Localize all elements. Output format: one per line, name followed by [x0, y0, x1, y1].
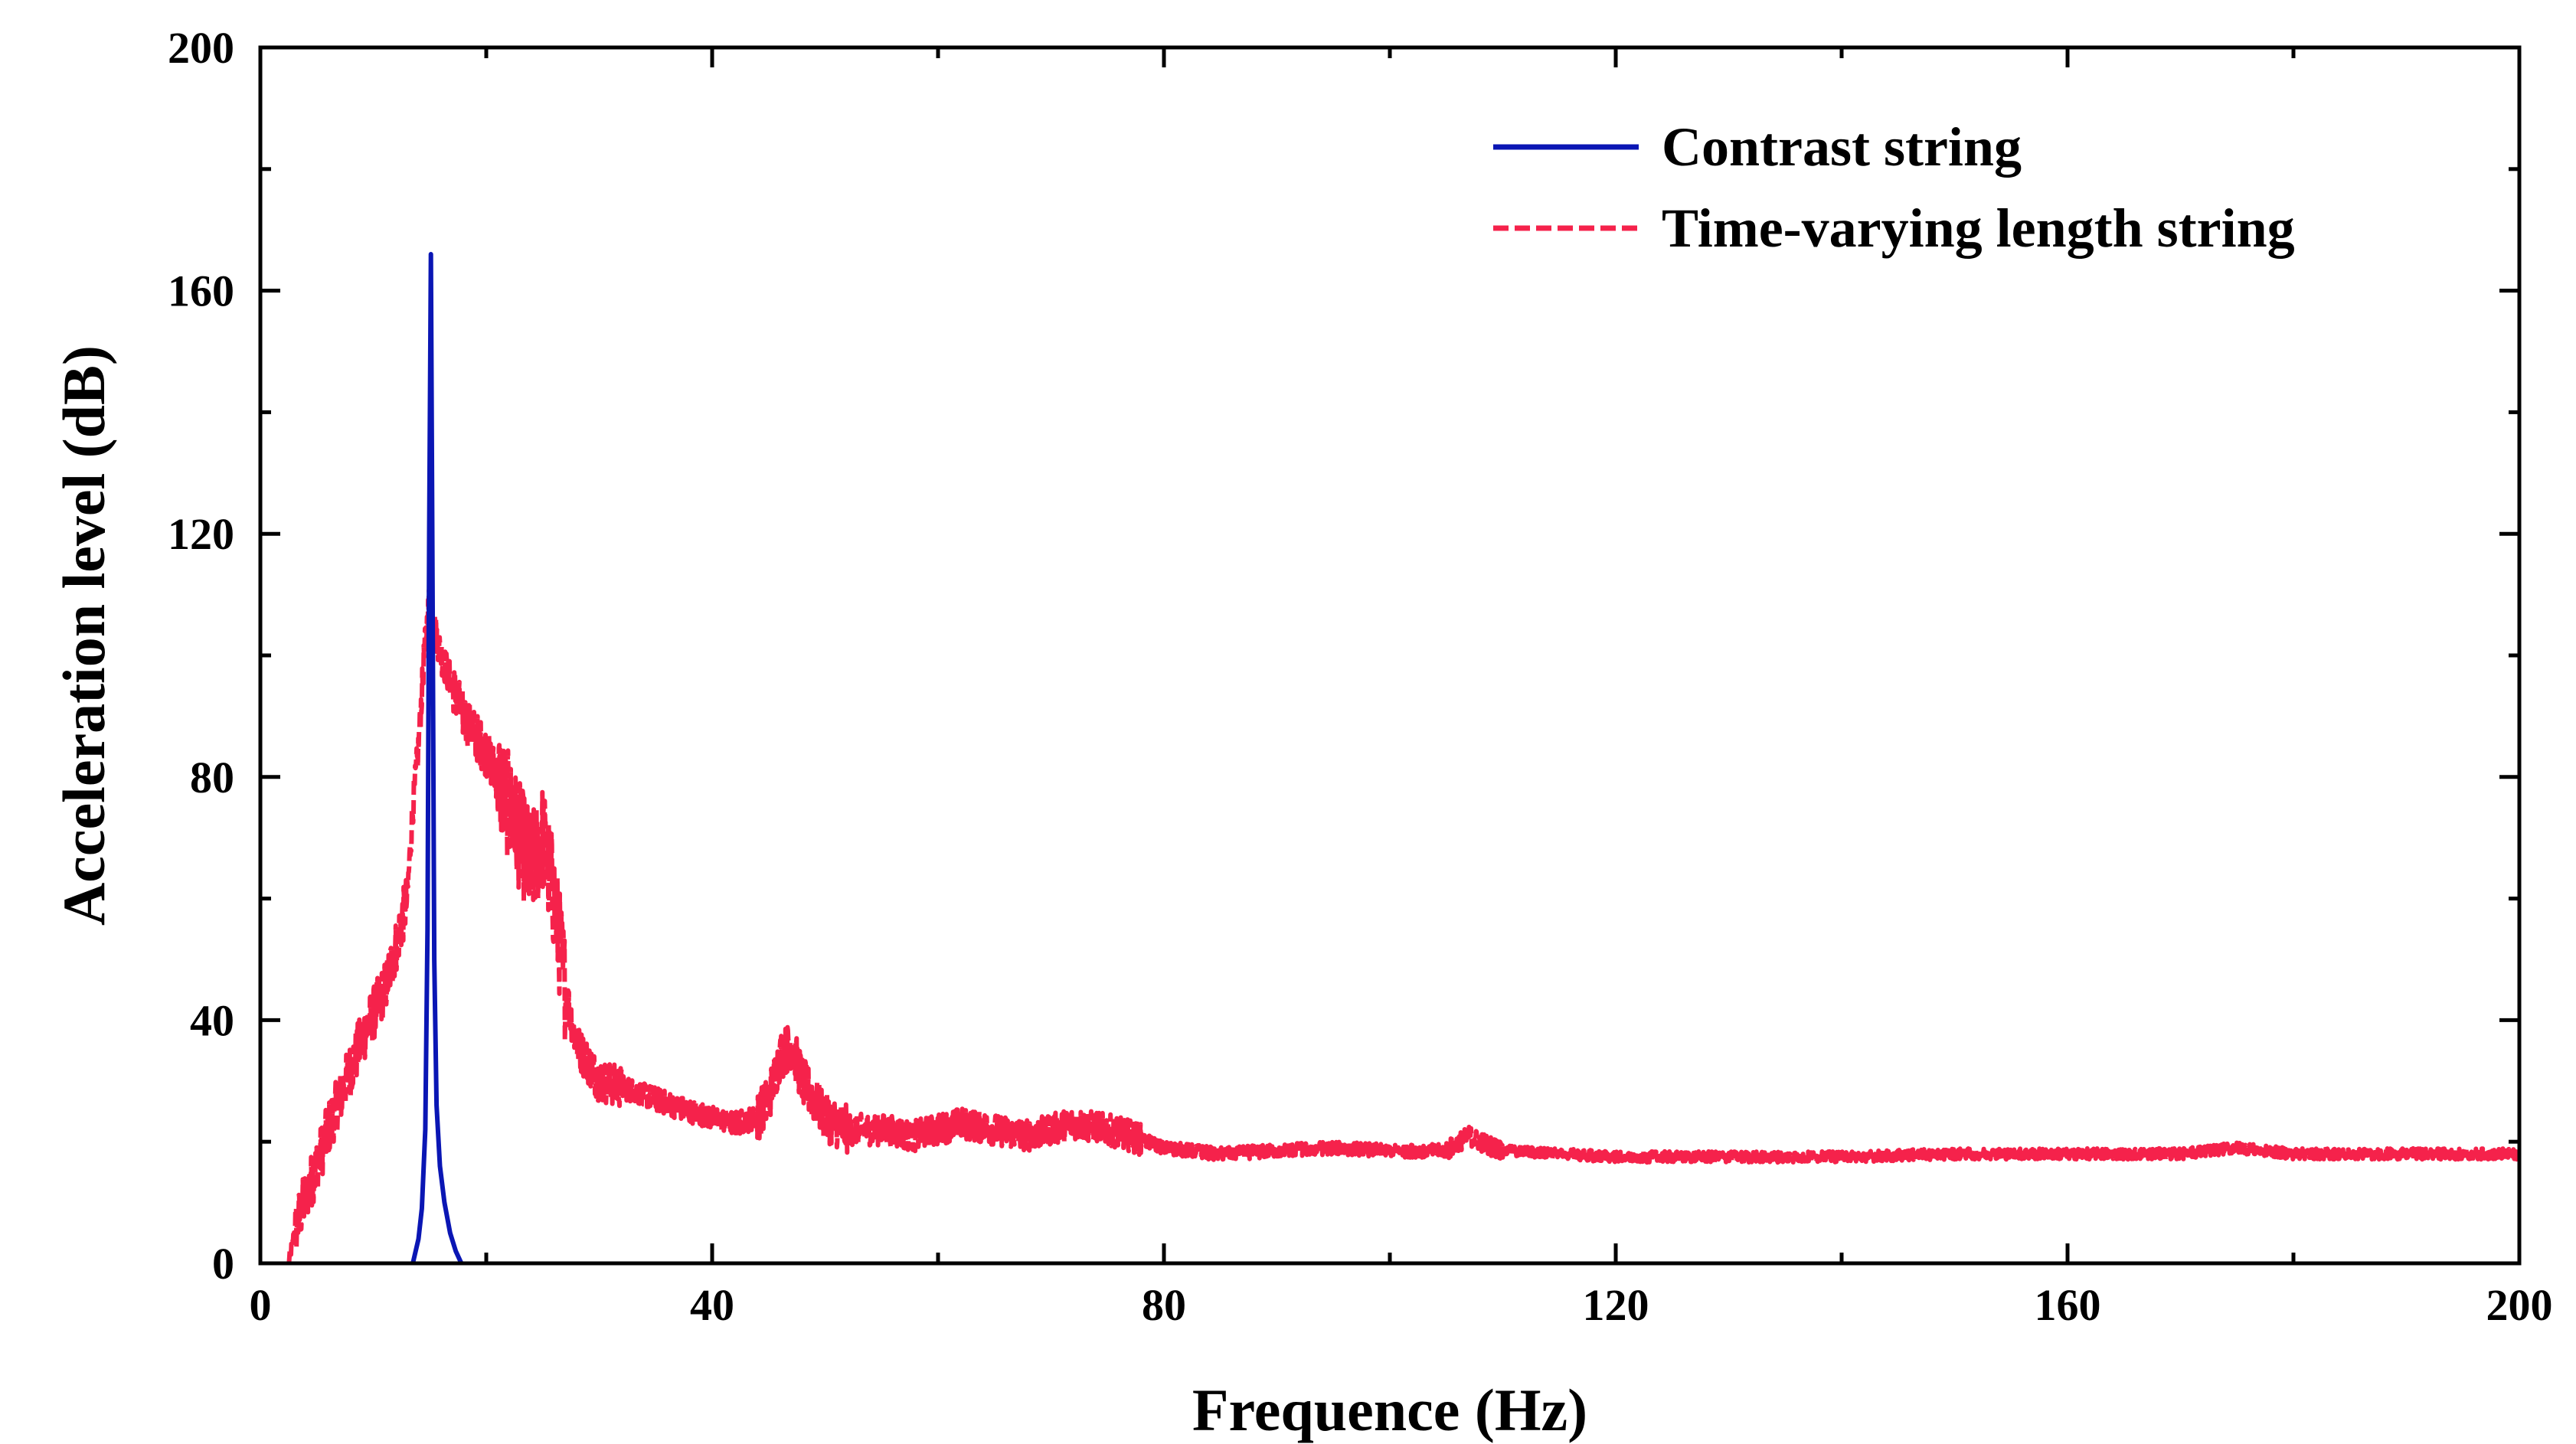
y-tick-label-160: 160	[168, 266, 234, 316]
y-tick-label-200: 200	[168, 23, 234, 73]
y-tick-label-120: 120	[168, 509, 234, 559]
series-layer	[286, 252, 2519, 1263]
axes-layer: 0 40 80 120 160 200 0 40 80 120 160 200	[168, 23, 2553, 1330]
x-tick-label-200: 200	[2486, 1280, 2553, 1330]
series-line-time-varying-length-string	[286, 588, 2519, 1263]
legend: Contrast string Time-varying length stri…	[1493, 116, 2295, 259]
legend-label-contrast-string: Contrast string	[1662, 116, 2022, 178]
y-tick-label-0: 0	[212, 1239, 234, 1289]
y-tick-label-40: 40	[190, 995, 234, 1045]
y-axis-title: Acceleration level (dB)	[51, 345, 117, 926]
x-tick-label-120: 120	[1583, 1280, 1649, 1330]
x-tick-label-160: 160	[2035, 1280, 2101, 1330]
legend-label-time-varying-length-string: Time-varying length string	[1662, 198, 2295, 259]
x-axis-title: Frequence (Hz)	[1192, 1377, 1587, 1443]
x-tick-label-0: 0	[250, 1280, 272, 1330]
series-line-contrast-string	[410, 252, 464, 1263]
x-tick-label-80: 80	[1142, 1280, 1186, 1330]
x-tick-label-40: 40	[690, 1280, 734, 1330]
y-tick-label-80: 80	[190, 753, 234, 802]
